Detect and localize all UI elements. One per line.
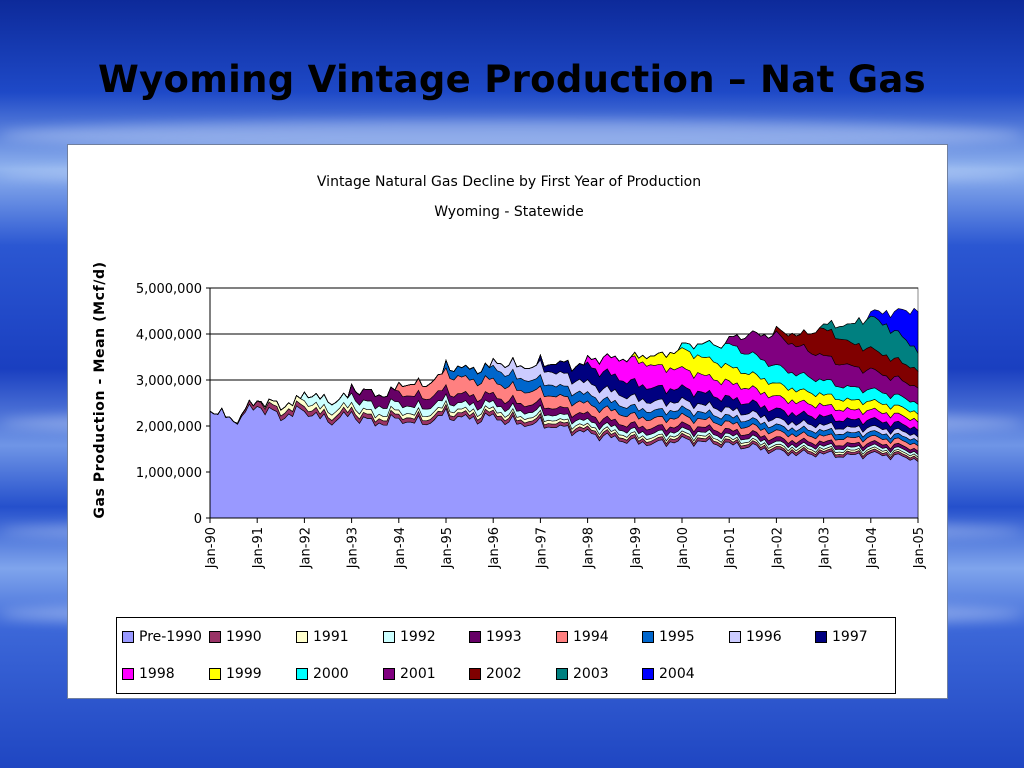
legend-item-2000: 2000 bbox=[296, 665, 349, 683]
legend-label: 1996 bbox=[746, 629, 782, 645]
legend-label: 1994 bbox=[573, 629, 609, 645]
legend-swatch bbox=[642, 668, 654, 680]
legend-item-2004: 2004 bbox=[642, 665, 695, 683]
legend-item-1990: 1990 bbox=[209, 628, 262, 646]
legend-label: 2002 bbox=[486, 666, 522, 682]
legend-label: 2003 bbox=[573, 666, 609, 682]
legend-label: 2001 bbox=[400, 666, 436, 682]
legend-swatch bbox=[296, 668, 308, 680]
x-tick-label: Jan-01 bbox=[723, 527, 738, 569]
x-tick-label: Jan-91 bbox=[251, 527, 266, 569]
legend-item-1993: 1993 bbox=[469, 628, 522, 646]
legend-item-1995: 1995 bbox=[642, 628, 695, 646]
legend-item-1996: 1996 bbox=[729, 628, 782, 646]
legend-label: 2004 bbox=[659, 666, 695, 682]
x-tick-label: Jan-98 bbox=[582, 527, 597, 569]
legend-item-pre-1990: Pre-1990 bbox=[122, 628, 202, 646]
legend-label: 1990 bbox=[226, 629, 262, 645]
legend-swatch bbox=[383, 668, 395, 680]
legend-swatch bbox=[209, 668, 221, 680]
legend-swatch bbox=[729, 631, 741, 643]
legend-swatch bbox=[469, 631, 481, 643]
x-tick-label: Jan-99 bbox=[629, 527, 644, 569]
legend-label: 1998 bbox=[139, 666, 175, 682]
x-tick-label: Jan-93 bbox=[346, 527, 361, 569]
chart-title: Vintage Natural Gas Decline by First Yea… bbox=[317, 174, 701, 190]
legend-item-1991: 1991 bbox=[296, 628, 349, 646]
plot-area: 0 1,000,000 2,000,000 3,000,000 4,000,000 5,0… bbox=[136, 282, 927, 569]
legend-swatch bbox=[469, 668, 481, 680]
y-tick-label: 2,000,000 bbox=[136, 420, 202, 435]
x-tick-label: Jan-96 bbox=[487, 527, 502, 569]
legend-swatch bbox=[556, 668, 568, 680]
x-tick-label: Jan-04 bbox=[865, 527, 880, 569]
legend-item-1999: 1999 bbox=[209, 665, 262, 683]
x-tick-label: Jan-97 bbox=[534, 527, 549, 569]
chart-svg: Vintage Natural Gas Decline by First Yea… bbox=[92, 174, 927, 569]
legend-label: 1991 bbox=[313, 629, 349, 645]
legend-label: 1995 bbox=[659, 629, 695, 645]
chart-panel: Vintage Natural Gas Decline by First Yea… bbox=[67, 144, 948, 699]
legend-item-1992: 1992 bbox=[383, 628, 436, 646]
y-tick-label: 3,000,000 bbox=[136, 374, 202, 389]
legend-item-2002: 2002 bbox=[469, 665, 522, 683]
legend: Pre-1990 1990 1991 1992 1993 1994 1995 1996 1997… bbox=[116, 617, 896, 694]
y-tick-label: 1,000,000 bbox=[136, 466, 202, 481]
legend-swatch bbox=[122, 668, 134, 680]
legend-label: Pre-1990 bbox=[139, 629, 202, 645]
y-axis-title: Gas Production - Mean (Mcf/d) bbox=[92, 261, 108, 518]
legend-swatch bbox=[815, 631, 827, 643]
x-tick-label: Jan-90 bbox=[204, 527, 219, 569]
slide-title: Wyoming Vintage Production – Nat Gas bbox=[97, 58, 926, 101]
legend-swatch bbox=[209, 631, 221, 643]
y-tick-label: 0 bbox=[194, 512, 202, 527]
legend-label: 1999 bbox=[226, 666, 262, 682]
y-tick-label: 4,000,000 bbox=[136, 328, 202, 343]
legend-item-2003: 2003 bbox=[556, 665, 609, 683]
legend-item-1997: 1997 bbox=[815, 628, 868, 646]
legend-label: 1997 bbox=[832, 629, 868, 645]
area-2004 bbox=[209, 307, 919, 424]
x-tick-label: Jan-03 bbox=[818, 527, 833, 569]
legend-label: 2000 bbox=[313, 666, 349, 682]
legend-item-1994: 1994 bbox=[556, 628, 609, 646]
x-tick-label: Jan-92 bbox=[298, 527, 313, 569]
legend-item-2001: 2001 bbox=[383, 665, 436, 683]
legend-label: 1992 bbox=[400, 629, 436, 645]
legend-swatch bbox=[556, 631, 568, 643]
x-tick-label: Jan-02 bbox=[770, 527, 785, 569]
x-tick-label: Jan-05 bbox=[912, 527, 927, 569]
legend-swatch bbox=[642, 631, 654, 643]
legend-label: 1993 bbox=[486, 629, 522, 645]
x-tick-label: Jan-94 bbox=[393, 527, 408, 569]
x-tick-label: Jan-00 bbox=[676, 527, 691, 569]
legend-swatch bbox=[122, 631, 134, 643]
chart-subtitle: Wyoming - Statewide bbox=[434, 204, 584, 220]
legend-item-1998: 1998 bbox=[122, 665, 175, 683]
legend-swatch bbox=[383, 631, 395, 643]
legend-swatch bbox=[296, 631, 308, 643]
y-tick-label: 5,000,000 bbox=[136, 282, 202, 297]
x-tick-label: Jan-95 bbox=[440, 527, 455, 569]
